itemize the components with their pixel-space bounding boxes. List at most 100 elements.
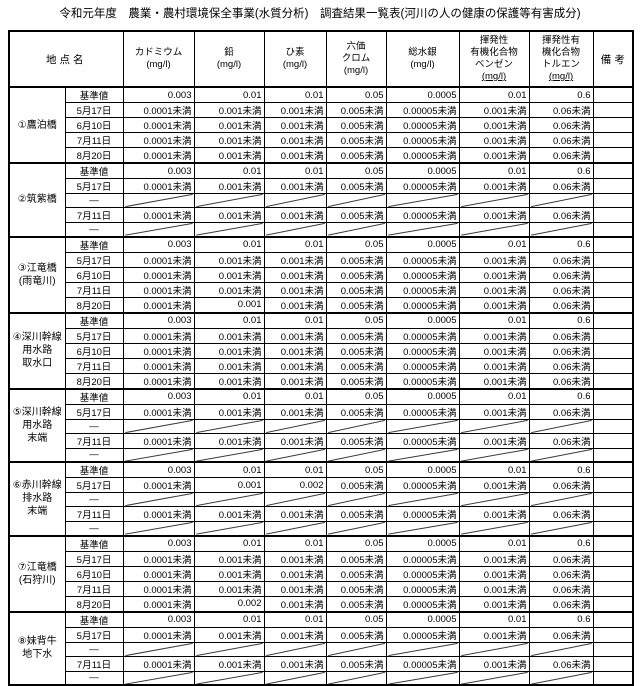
standard-label: 基準値 xyxy=(64,461,124,478)
measurement-cell: 0.0001未満 xyxy=(122,550,195,567)
measurement-cell: 0.0001未満 xyxy=(122,432,195,449)
measurement-cell: 0.001未満 xyxy=(458,595,530,612)
measurement-cell: 0.00005未満 xyxy=(385,327,460,344)
measurement-cell: 0.001未満 xyxy=(458,117,530,133)
measurement-cell: 0.001未満 xyxy=(263,655,327,672)
standard-value-cell: 0.05 xyxy=(325,611,387,628)
measurement-cell: 0.06未満 xyxy=(528,403,594,420)
remarks-cell xyxy=(592,312,634,329)
measurement-row: 7月11日 0.0001未満 0.001未満 0.001未満 0.005未満 0.0000… xyxy=(9,432,634,449)
date-label: 7月11日 xyxy=(64,580,124,597)
measurement-cell: 0.00005未満 xyxy=(385,626,460,643)
standard-value-cell: 0.6 xyxy=(528,86,594,103)
measurement-cell: 0.001未満 xyxy=(263,342,327,359)
location-group-3: ③江竜橋 (雨竜川) 基準値 0.003 0.01 0.01 0.05 0.0005 0.01… xyxy=(8,236,634,313)
standard-value-cell: 0.0005 xyxy=(385,236,460,253)
measurement-row: 8月20日 0.0001未満 0.001未満 0.001未満 0.005未満 0.0000… xyxy=(9,147,634,164)
measurement-cell: 0.001未満 xyxy=(193,357,265,374)
standard-value-cell: 0.01 xyxy=(458,312,530,329)
no-sample-cell xyxy=(193,193,265,208)
diagonal-line xyxy=(460,194,529,207)
diagonal-line xyxy=(460,672,529,685)
measurement-cell: 0.0001未満 xyxy=(122,147,195,164)
measurement-cell: 0.06未満 xyxy=(528,626,594,643)
standard-value-cell: 0.003 xyxy=(122,312,195,329)
measurement-cell: 0.001未満 xyxy=(458,432,530,449)
standard-value-cell: 0.01 xyxy=(193,535,265,552)
measurement-cell: 0.001未満 xyxy=(263,595,327,612)
column-unit: (mg/l) xyxy=(410,59,435,70)
measurement-cell: 0.001未満 xyxy=(263,550,327,567)
standard-label: 基準値 xyxy=(64,162,124,179)
measurement-cell: 0.00005未満 xyxy=(385,296,460,313)
diagonal-line xyxy=(195,493,264,506)
measurement-cell: 0.001未満 xyxy=(193,132,265,148)
no-sample-row: ― xyxy=(9,447,634,463)
diagonal-line xyxy=(327,672,386,685)
measurement-cell: 0.005未満 xyxy=(325,357,387,374)
no-sample-cell xyxy=(528,222,594,237)
column-title: カドミウム xyxy=(134,47,183,58)
measurement-cell: 0.001未満 xyxy=(193,655,265,672)
measurement-cell: 0.001未満 xyxy=(263,102,327,118)
standard-value-cell: 0.01 xyxy=(193,236,265,253)
measurement-cell: 0.005未満 xyxy=(325,626,387,643)
no-sample-cell xyxy=(385,447,460,463)
remarks-cell xyxy=(592,565,634,582)
remarks-cell xyxy=(592,477,634,493)
no-sample-label: ― xyxy=(64,418,124,434)
no-sample-cell xyxy=(193,641,265,657)
column-header-arsenic: ひ素 (mg/l) xyxy=(263,30,327,88)
measurement-cell: 0.001未満 xyxy=(193,372,265,389)
diagonal-line xyxy=(124,643,194,656)
standard-value-cell: 0.05 xyxy=(325,236,387,253)
no-sample-cell xyxy=(385,222,460,237)
column-title: ひ素 xyxy=(285,47,305,58)
measurement-row: 5月17日 0.0001未満 0.001未満 0.001未満 0.005未満 0.0000… xyxy=(9,327,634,344)
no-sample-cell xyxy=(122,641,195,657)
no-sample-row: ― xyxy=(9,222,634,237)
measurement-cell: 0.005未満 xyxy=(325,655,387,672)
column-header-cadmium: カドミウム (mg/l) xyxy=(122,30,195,88)
no-sample-cell xyxy=(325,670,387,686)
no-sample-row: ― xyxy=(9,670,634,686)
column-header-voc-toluene: 揮発性有 機化合物 トルエン (mg/l) xyxy=(528,30,594,88)
no-sample-cell xyxy=(122,418,195,434)
no-sample-cell xyxy=(193,670,265,686)
no-sample-cell xyxy=(122,521,195,536)
measurement-cell: 0.0001未満 xyxy=(122,595,195,612)
no-sample-cell xyxy=(122,492,195,507)
measurement-cell: 0.001未満 xyxy=(263,296,327,313)
measurement-cell: 0.0001未満 xyxy=(122,251,195,268)
standard-label: 基準値 xyxy=(64,86,124,103)
measurement-cell: 0.06未満 xyxy=(528,655,594,672)
measurement-cell: 0.001未満 xyxy=(263,432,327,449)
measurement-cell: 0.001未満 xyxy=(263,251,327,268)
measurement-cell: 0.001未満 xyxy=(263,178,327,194)
location-name-header: 地点名 xyxy=(8,30,124,88)
column-header-total-mercury: 総水銀 (mg/l) xyxy=(385,30,460,88)
standard-value-cell: 0.6 xyxy=(528,388,594,405)
measurement-cell: 0.06未満 xyxy=(528,266,594,283)
measurement-cell: 0.005未満 xyxy=(325,251,387,268)
measurement-cell: 0.001未満 xyxy=(263,147,327,164)
measurement-cell: 0.001 xyxy=(193,296,265,313)
no-sample-cell xyxy=(528,447,594,463)
standard-value-cell: 0.6 xyxy=(528,312,594,329)
measurement-cell: 0.001未満 xyxy=(193,147,265,164)
measurement-row: 7月11日 0.0001未満 0.001未満 0.001未満 0.005未満 0.0000… xyxy=(9,506,634,522)
standard-row: ⑧妹背牛 地下水 基準値 0.003 0.01 0.01 0.05 0.0005 0.01 0.… xyxy=(8,611,634,686)
measurement-cell: 0.06未満 xyxy=(528,147,594,164)
standard-value-cell: 0.01 xyxy=(263,312,327,329)
measurement-cell: 0.06未満 xyxy=(528,178,594,194)
standard-row: ②筑紫橋 基準値 0.003 0.01 0.01 0.05 0.0005 0.01 0.6 xyxy=(8,162,634,237)
measurement-cell: 0.001未満 xyxy=(458,655,530,672)
location-group-6: ⑥赤川幹線 排水路 末端 基準値 0.003 0.01 0.01 0.05 0.0005 0.… xyxy=(8,461,634,536)
measurement-cell: 0.0001未満 xyxy=(122,266,195,283)
column-unit: (mg/l) xyxy=(146,59,171,70)
measurement-cell: 0.0001未満 xyxy=(122,506,195,522)
standard-value-cell: 0.05 xyxy=(325,162,387,179)
standard-value-cell: 0.01 xyxy=(458,535,530,552)
no-sample-cell xyxy=(325,447,387,463)
standard-row: ⑥赤川幹線 排水路 末端 基準値 0.003 0.01 0.01 0.05 0.0005 0.… xyxy=(8,461,634,536)
